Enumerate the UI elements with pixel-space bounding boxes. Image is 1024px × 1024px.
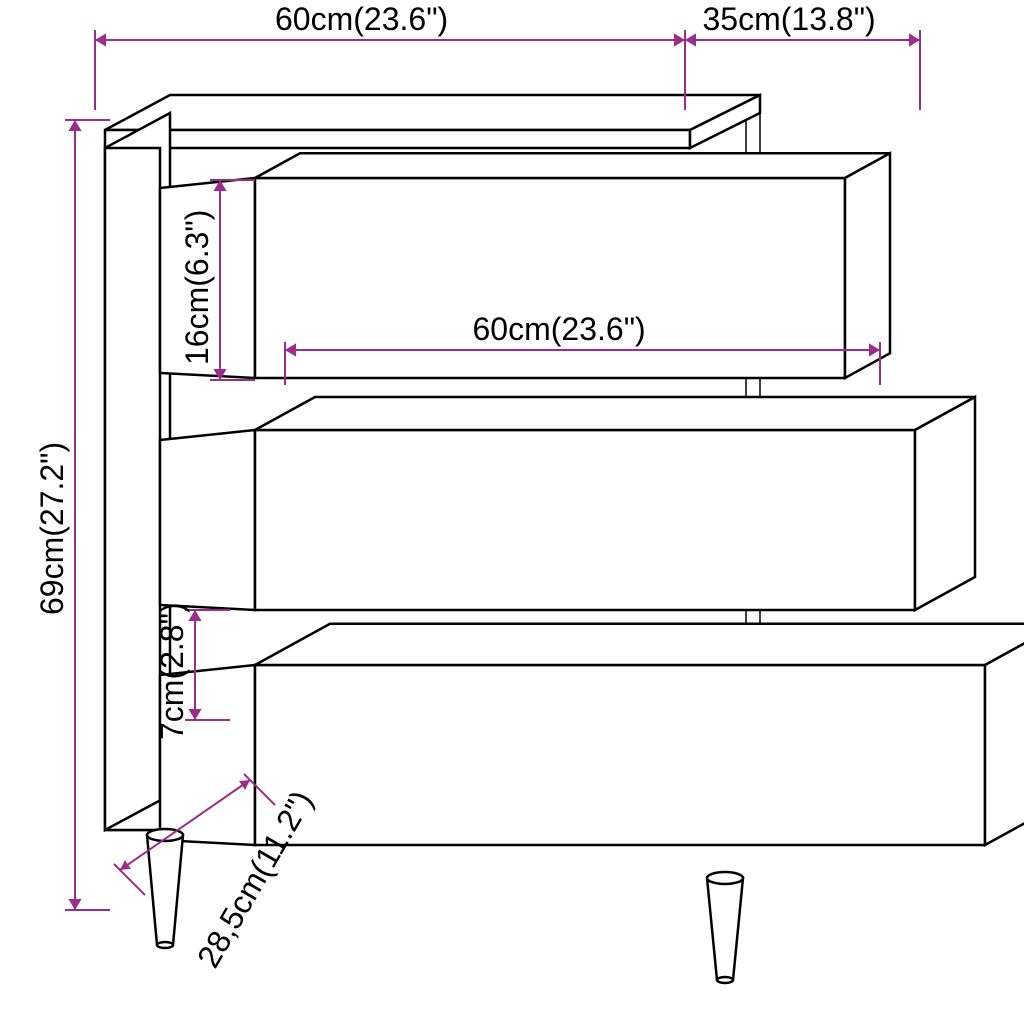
dimension-diagram: 60cm(23.6") 35cm(13.8") 69cm(27.2") 16cm(6.… — [0, 0, 1024, 1024]
dim-top-width: 60cm(23.6") — [275, 1, 448, 37]
dim-drawer-height: 16cm(6.3") — [179, 210, 215, 365]
dim-gap-height: 7cm(2.8") — [154, 602, 190, 740]
dim-total-height: 69cm(27.2") — [34, 442, 70, 615]
dim-drawer-width: 60cm(23.6") — [473, 311, 646, 347]
dim-top-depth: 35cm(13.8") — [703, 1, 876, 37]
